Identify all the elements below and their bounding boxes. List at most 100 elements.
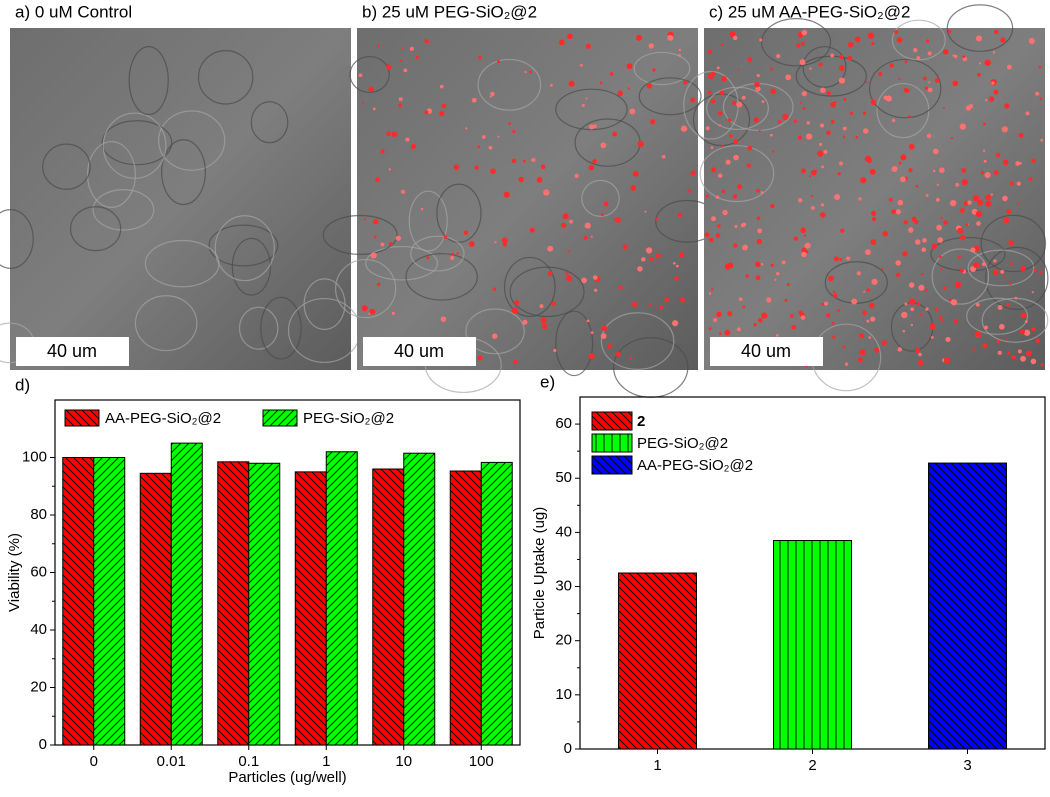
fluorescent-spot bbox=[690, 97, 696, 103]
fluorescent-spot bbox=[913, 48, 918, 53]
cell-outline bbox=[946, 4, 1014, 52]
fluorescent-spot bbox=[985, 203, 989, 206]
fluorescent-spot bbox=[562, 213, 569, 220]
fluorescent-spot bbox=[727, 311, 733, 317]
fluorescent-spot bbox=[732, 100, 737, 105]
fluorescent-spot bbox=[727, 118, 732, 123]
fluorescent-spot bbox=[674, 276, 679, 281]
y-tick-label: 20 bbox=[555, 632, 572, 649]
fluorescent-spot bbox=[984, 171, 991, 179]
fluorescent-spot bbox=[753, 322, 757, 327]
fluorescent-spot bbox=[724, 329, 731, 336]
fluorescent-spot bbox=[716, 311, 722, 318]
fluorescent-spot bbox=[992, 269, 999, 276]
y-tick-label: 60 bbox=[555, 415, 572, 432]
fluorescent-spot bbox=[755, 86, 761, 92]
fluorescent-spot bbox=[632, 170, 639, 177]
fluorescent-spot bbox=[1016, 181, 1021, 186]
cell-outline bbox=[931, 248, 990, 305]
y-tick-label: 100 bbox=[22, 448, 47, 465]
fluorescent-spot bbox=[806, 121, 810, 125]
cell-outline bbox=[706, 86, 769, 131]
fluorescent-spot bbox=[398, 103, 402, 108]
fluorescent-spot bbox=[492, 333, 498, 339]
fluorescent-spot bbox=[757, 228, 763, 234]
fluorescent-spot bbox=[501, 237, 508, 244]
cell-outline bbox=[128, 45, 169, 116]
fluorescent-spot bbox=[679, 297, 685, 303]
fluorescent-spot bbox=[838, 65, 845, 71]
cell-outline bbox=[509, 266, 585, 318]
fluorescent-spot bbox=[683, 80, 688, 85]
fluorescent-spot bbox=[983, 122, 986, 126]
fluorescent-spot bbox=[889, 63, 894, 68]
fluorescent-spot bbox=[760, 262, 764, 266]
fluorescent-spot bbox=[957, 227, 964, 234]
fluorescent-spot bbox=[536, 176, 543, 183]
fluorescent-spot bbox=[531, 157, 536, 163]
fluorescent-spot bbox=[524, 70, 527, 74]
fluorescent-spot bbox=[1020, 355, 1026, 362]
fluorescent-spot bbox=[977, 199, 984, 206]
fluorescent-spot bbox=[904, 60, 908, 64]
fluorescent-spot bbox=[756, 216, 761, 221]
fluorescent-spot bbox=[757, 317, 763, 323]
fluorescent-spot bbox=[834, 194, 841, 201]
fluorescent-spot bbox=[488, 145, 493, 150]
fluorescent-spot bbox=[710, 216, 717, 222]
fluorescent-spot bbox=[898, 161, 902, 165]
fluorescent-spot bbox=[405, 137, 410, 142]
fluorescent-spot bbox=[843, 97, 847, 101]
fluorescent-spot bbox=[881, 340, 887, 346]
y-tick-label: 80 bbox=[30, 506, 47, 523]
fluorescent-spot bbox=[650, 119, 656, 125]
fluorescent-spot bbox=[710, 146, 714, 149]
fluorescent-spot bbox=[801, 41, 805, 46]
y-tick-label: 40 bbox=[555, 523, 572, 540]
cell-outline bbox=[600, 312, 675, 370]
cell-outline bbox=[92, 189, 155, 231]
fluorescent-spot bbox=[543, 189, 550, 196]
fluorescent-spot bbox=[553, 348, 557, 353]
fluorescent-spot bbox=[1005, 338, 1008, 341]
fluorescent-spot bbox=[862, 111, 867, 115]
fluorescent-spot bbox=[772, 150, 775, 153]
cell-outline bbox=[334, 258, 397, 319]
fluorescent-spot bbox=[897, 199, 904, 206]
fluorescent-spot bbox=[781, 260, 786, 265]
fluorescent-spot bbox=[481, 135, 486, 139]
fluorescent-spot bbox=[410, 144, 416, 150]
fluorescent-spot bbox=[722, 209, 728, 216]
cell-outline bbox=[260, 296, 302, 360]
fluorescent-spot bbox=[908, 168, 913, 173]
fluorescent-spot bbox=[1008, 240, 1014, 246]
fluorescent-spot bbox=[1025, 350, 1032, 357]
fluorescent-spot bbox=[901, 311, 908, 319]
fluorescent-spot bbox=[1040, 138, 1044, 142]
fluorescent-spot bbox=[943, 220, 948, 225]
fluorescent-spot bbox=[522, 319, 528, 325]
panel-label: d) bbox=[15, 375, 30, 394]
fluorescent-spot bbox=[922, 76, 927, 81]
fluorescent-spot bbox=[388, 168, 391, 171]
fluorescent-spot bbox=[747, 145, 753, 151]
fluorescent-spot bbox=[952, 54, 955, 57]
fluorescent-spot bbox=[793, 119, 797, 123]
fluorescent-spot bbox=[565, 272, 569, 275]
cell-outline bbox=[197, 50, 254, 105]
fluorescent-spot bbox=[649, 256, 654, 261]
fluorescent-spot bbox=[1008, 282, 1012, 286]
fluorescent-spot bbox=[717, 224, 721, 228]
fluorescent-spot bbox=[590, 235, 593, 238]
fluorescent-spot bbox=[925, 194, 929, 197]
bar bbox=[449, 470, 482, 746]
fluorescent-spot bbox=[978, 62, 982, 65]
fluorescent-spot bbox=[940, 216, 943, 220]
fluorescent-spot bbox=[854, 36, 861, 43]
fluorescent-spot bbox=[679, 252, 685, 258]
fluorescent-spot bbox=[862, 128, 869, 134]
fluorescent-spot bbox=[1025, 111, 1030, 116]
fluorescent-spot bbox=[915, 184, 919, 188]
fluorescent-spot bbox=[391, 311, 395, 315]
